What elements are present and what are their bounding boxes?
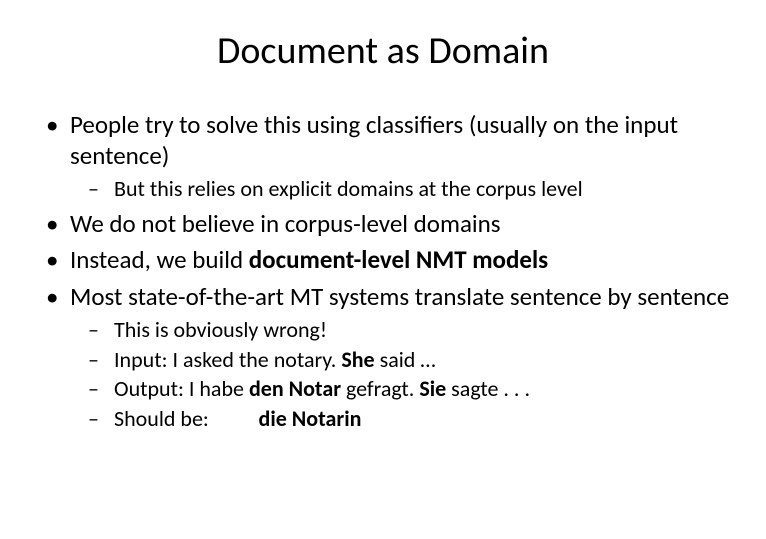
bullet-4-sub-2: Input: I asked the notary. She said … [70, 346, 730, 374]
bullet-4-sub-2-bold: She [341, 346, 374, 373]
bullet-4-sub-2-post: said … [375, 346, 436, 373]
bullet-2-text: We do not believe in corpus-level domain… [70, 208, 501, 239]
bullet-4-sub-3-bold-2: Sie [419, 375, 446, 402]
bullet-1-sublist: But this relies on explicit domains at t… [70, 175, 730, 203]
bullet-4-sub-3: Output: I habe den Notar gefragt. Sie sa… [70, 375, 730, 403]
bullet-3-pre: Instead, we build [70, 244, 249, 275]
bullet-4-sub-4-pre: Should be: [114, 405, 259, 432]
bullet-4: Most state-of-the-art MT systems transla… [36, 282, 730, 433]
bullet-list: People try to solve this using classifie… [36, 110, 730, 432]
slide: Document as Domain People try to solve t… [0, 0, 766, 539]
bullet-4-sublist: This is obviously wrong! Input: I asked … [70, 316, 730, 432]
bullet-4-text: Most state-of-the-art MT systems transla… [70, 281, 729, 312]
bullet-4-sub-2-pre: Input: I asked the notary. [114, 346, 341, 373]
bullet-4-sub-4-bold: die Notarin [259, 405, 362, 432]
bullet-4-sub-3-post: sagte . . . [446, 375, 530, 402]
bullet-3: Instead, we build document-level NMT mod… [36, 245, 730, 276]
bullet-4-sub-3-bold-1: den Notar [249, 375, 341, 402]
bullet-4-sub-1: This is obviously wrong! [70, 316, 730, 344]
bullet-1-sub-1: But this relies on explicit domains at t… [70, 175, 730, 203]
bullet-4-sub-4: Should be: die Notarin [70, 405, 730, 433]
bullet-1-text: People try to solve this using classifie… [70, 109, 678, 171]
bullet-4-sub-1-text: This is obviously wrong! [114, 316, 327, 343]
bullet-4-sub-3-pre: Output: I habe [114, 375, 249, 402]
bullet-2: We do not believe in corpus-level domain… [36, 209, 730, 240]
bullet-1: People try to solve this using classifie… [36, 110, 730, 203]
bullet-4-sub-3-mid: gefragt. [341, 375, 419, 402]
bullet-1-sub-1-text: But this relies on explicit domains at t… [114, 175, 583, 202]
slide-title: Document as Domain [36, 28, 730, 74]
bullet-3-bold: document-level NMT models [249, 244, 548, 275]
